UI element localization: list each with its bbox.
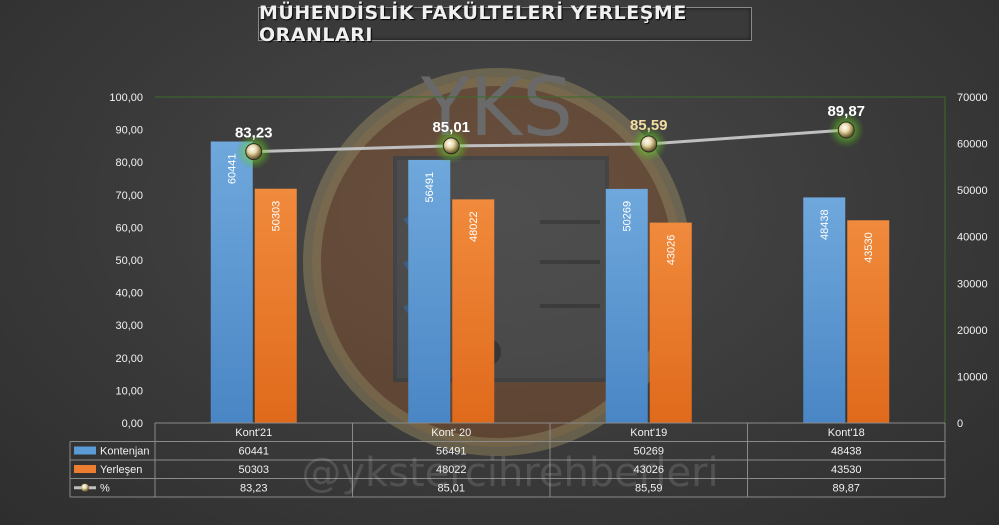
right-axis-tick-label: 60000 [957,139,988,151]
bar-data-label: 60441 [227,154,239,185]
bar-data-label: 48438 [819,209,831,240]
chart-title: MÜHENDİSLİK FAKÜLTELERİ YERLEŞME ORANLAR… [259,2,687,46]
left-axis-tick-label: 0,00 [122,418,143,430]
bar-data-label: 50303 [271,201,283,232]
category-label: Kont' 20 [431,427,471,439]
right-axis-tick-label: 0 [957,418,963,430]
percent-line [253,128,847,154]
legend-key-percent-marker [81,483,89,492]
left-axis-tick-label: 30,00 [115,320,143,332]
table-cell: 85,59 [635,483,663,495]
chart-title-box: MÜHENDİSLİK FAKÜLTELERİ YERLEŞME ORANLAR… [258,2,752,46]
right-axis-tick-label: 50000 [957,185,988,197]
right-axis-tick-label: 40000 [957,232,988,244]
legend-key-yerlesen [74,465,96,473]
category-label: Kont'19 [630,427,667,439]
bar-yerlesen [649,222,692,423]
bar-data-label: 50269 [622,201,634,232]
percent-data-label: 85,59 [630,117,668,134]
right-axis-tick-label: 30000 [957,278,988,290]
table-cell: 48438 [831,446,862,458]
left-axis-tick-label: 90,00 [115,125,143,137]
bar-data-label: 43026 [666,235,678,266]
table-cell: 85,01 [437,483,465,495]
percent-point [837,121,855,139]
percent-data-label: 85,01 [432,119,470,136]
left-axis-tick-label: 40,00 [115,288,143,300]
bar-yerlesen [452,199,495,423]
bar-data-label: 56491 [424,172,436,203]
table-cell: 48022 [436,464,467,476]
percent-point [245,143,263,161]
category-label: Kont'18 [828,427,865,439]
left-axis-tick-label: 20,00 [115,353,143,365]
percent-point [442,137,460,155]
left-axis-tick-label: 50,00 [115,255,143,267]
right-axis-tick-label: 10000 [957,371,988,383]
bar-kontenjan [408,159,451,424]
table-cell: 60441 [238,446,269,458]
right-axis-tick-label: 20000 [957,325,988,337]
table-cell: 83,23 [240,483,268,495]
left-axis-tick-label: 100,00 [109,92,143,104]
left-axis-tick-label: 60,00 [115,222,143,234]
left-axis-tick-label: 80,00 [115,157,143,169]
bar-data-label: 43530 [863,232,875,263]
left-axis-tick-label: 70,00 [115,190,143,202]
table-cell: 50269 [633,446,664,458]
bar-data-label: 48022 [468,211,480,242]
table-cell: 43026 [633,464,664,476]
bar-yerlesen [254,188,297,423]
bar-yerlesen [847,220,890,423]
bar-kontenjan [803,197,846,423]
left-axis-tick-label: 10,00 [115,385,143,397]
legend-key-kontenjan [74,446,96,455]
table-cell: 56491 [436,446,467,458]
table-cell: 43530 [831,464,862,476]
bar-kontenjan [605,188,648,423]
legend-label: % [100,483,110,495]
legend-label: Yerleşen [100,464,142,476]
legend-label: Kontenjan [100,446,150,458]
bar-kontenjan [210,141,253,423]
percent-data-label: 83,23 [235,125,273,142]
table-cell: 50303 [238,464,269,476]
percent-data-label: 89,87 [827,103,865,120]
right-axis-tick-label: 70000 [957,92,988,104]
category-label: Kont'21 [235,427,272,439]
table-cell: 89,87 [832,483,860,495]
percent-point [640,135,658,153]
